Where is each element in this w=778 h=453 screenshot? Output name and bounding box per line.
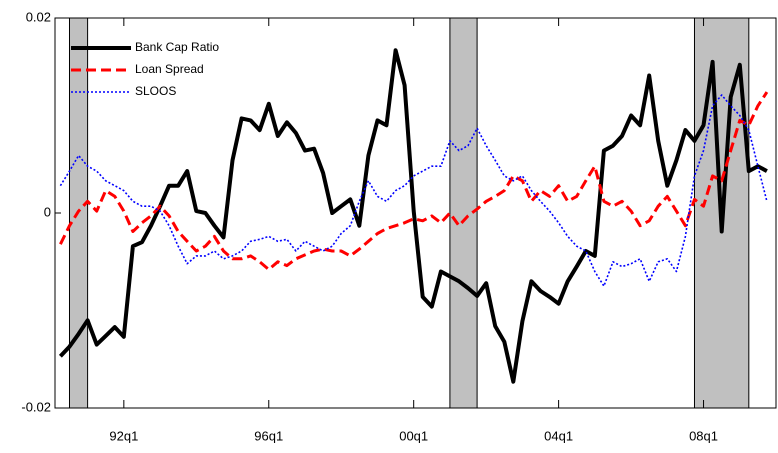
legend-label: SLOOS	[135, 84, 176, 98]
legend-label: Loan Spread	[135, 62, 204, 76]
x-tick-label: 00q1	[399, 428, 428, 443]
x-tick-label: 08q1	[689, 428, 718, 443]
x-tick-label: 92q1	[109, 428, 138, 443]
y-tick-label: -0.02	[21, 399, 51, 414]
x-tick-label: 04q1	[544, 428, 573, 443]
series-line	[58, 48, 768, 384]
series-line	[59, 91, 769, 271]
plot-frame	[54, 17, 777, 409]
series-line	[59, 94, 768, 287]
x-tick-label: 96q1	[254, 428, 283, 443]
legend-label: Bank Cap Ratio	[135, 40, 219, 54]
y-tick-label: 0	[44, 204, 51, 219]
y-tick-label: 0.02	[26, 9, 51, 24]
